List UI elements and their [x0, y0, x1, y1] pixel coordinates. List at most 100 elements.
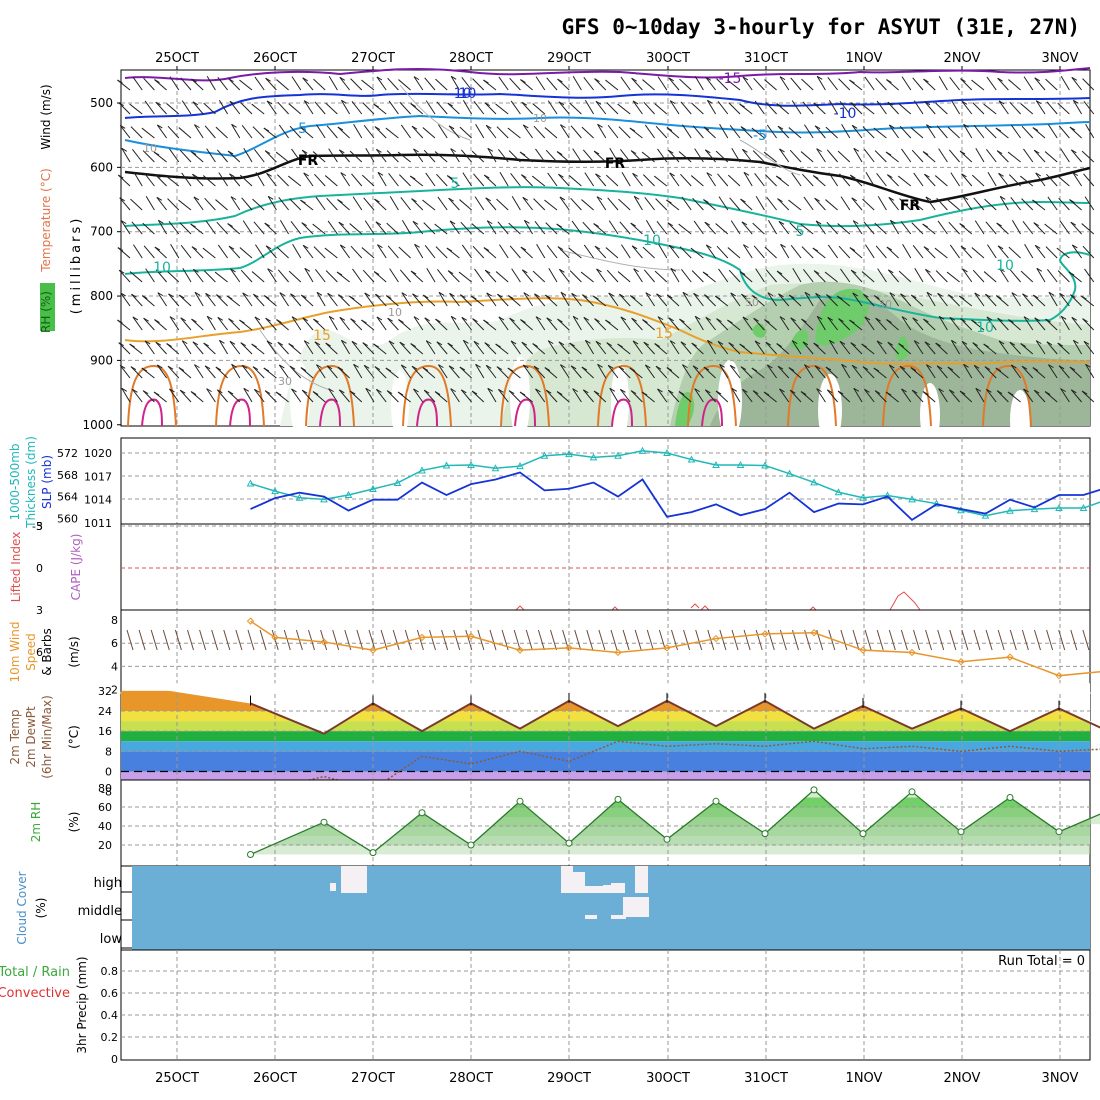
barb-flag — [353, 363, 359, 368]
barb-flag — [997, 317, 1003, 322]
barb-shaft — [191, 246, 204, 259]
barb-shaft — [510, 340, 521, 355]
barb-shaft — [558, 341, 570, 355]
barb-shaft — [1083, 101, 1095, 115]
barb-shaft — [729, 365, 741, 379]
barb-shaft — [499, 172, 509, 187]
temperature-contours — [124, 67, 1091, 427]
barb-shaft — [277, 269, 289, 283]
barb-flag — [243, 387, 250, 392]
barb-flag — [203, 342, 209, 347]
barb-flag — [998, 340, 1005, 345]
hot-contour-0 — [141, 398, 163, 427]
barb-flag — [606, 342, 613, 347]
barb-shaft — [351, 173, 363, 187]
barb-flag — [1073, 339, 1079, 344]
barb-flag — [473, 340, 480, 345]
barb-flag — [924, 101, 931, 106]
wind10-marker — [418, 633, 426, 642]
barb-shaft — [959, 390, 973, 403]
barb-flag — [227, 223, 233, 227]
barb-flag — [143, 317, 149, 322]
barb-flag — [984, 366, 991, 371]
barb-shaft — [923, 78, 936, 91]
barb-flag — [179, 389, 186, 394]
barb-shaft — [606, 342, 619, 355]
barb-flag — [228, 318, 234, 323]
barb-shaft — [363, 125, 375, 139]
barb-flag — [983, 343, 989, 348]
barb-flag — [194, 124, 200, 129]
thickness-marker — [687, 455, 696, 463]
contour-label: 30 — [278, 375, 292, 388]
barb-shaft — [582, 149, 594, 163]
barb-shaft — [448, 125, 460, 139]
barb-shaft — [913, 100, 924, 115]
barb-shaft — [618, 366, 631, 379]
barb-shaft — [729, 125, 741, 139]
barb-shaft — [801, 246, 814, 259]
barb-shaft — [230, 268, 241, 283]
barb-flag — [520, 319, 526, 323]
barb-shaft — [253, 389, 265, 403]
barb-flag — [449, 220, 456, 225]
barb-flag — [545, 294, 551, 299]
barb-flag — [679, 318, 685, 323]
barb-flag — [1023, 316, 1030, 321]
barb-flag — [826, 294, 832, 299]
barb-flag — [1068, 271, 1075, 276]
wind10-barb — [174, 629, 182, 651]
barb-shaft — [313, 318, 326, 331]
temp-axis-label-1: 2m Temp — [8, 709, 22, 764]
barb-shaft — [837, 390, 851, 403]
barb-flag — [558, 341, 565, 346]
barb-shaft — [487, 148, 497, 163]
barb-flag — [998, 100, 1005, 105]
cloud-row-label: middle — [78, 904, 122, 919]
rh-point — [614, 795, 622, 803]
wind10-axis-label-4: (m/s) — [67, 636, 81, 667]
barb-flag — [949, 389, 955, 394]
barb-shaft — [864, 76, 875, 91]
barb-shaft — [461, 317, 472, 331]
wind10-barb — [852, 629, 860, 651]
barb-shaft — [1082, 78, 1095, 91]
barb-shaft — [181, 340, 192, 355]
barb-shaft — [265, 317, 277, 331]
chart-title: GFS 0~10day 3-hourly for ASYUT (31E, 27N… — [562, 15, 1080, 39]
barb-flag — [922, 391, 929, 395]
barb-flag — [743, 171, 750, 176]
barb-flag — [545, 389, 552, 394]
barb-shaft — [597, 364, 607, 379]
barb-shaft — [594, 245, 607, 259]
barb-flag — [629, 127, 636, 132]
wind10-tick-label: 6 — [111, 637, 118, 650]
barb-shaft — [228, 245, 241, 259]
barb-shaft — [851, 197, 863, 211]
barb-shaft — [973, 197, 985, 211]
barb-flag — [829, 339, 835, 344]
contour-label: -10 — [834, 106, 857, 122]
temp-tick-label: 16 — [98, 725, 112, 738]
barb-flag — [338, 294, 344, 299]
barb-shaft — [1009, 269, 1021, 283]
barb-shaft — [947, 294, 960, 307]
barb-shaft — [926, 292, 936, 307]
barb-shaft — [998, 340, 1009, 355]
barb-flag — [362, 342, 369, 347]
barb-shaft — [242, 220, 253, 235]
barb-shaft — [203, 342, 216, 355]
barb-shaft — [656, 293, 668, 307]
barb-flag — [1071, 316, 1078, 321]
barb-shaft — [704, 221, 716, 235]
barb-shaft — [374, 126, 387, 139]
barb-shaft — [715, 223, 729, 235]
contour-label: -15 — [719, 71, 742, 87]
barb-shaft — [459, 366, 472, 379]
barb-shaft — [619, 293, 631, 307]
barb-shaft — [327, 293, 338, 307]
barb-flag — [1083, 340, 1090, 345]
contour-label: 15 — [655, 326, 673, 342]
barb-shaft — [1023, 316, 1034, 331]
barb-shaft — [1060, 148, 1070, 163]
